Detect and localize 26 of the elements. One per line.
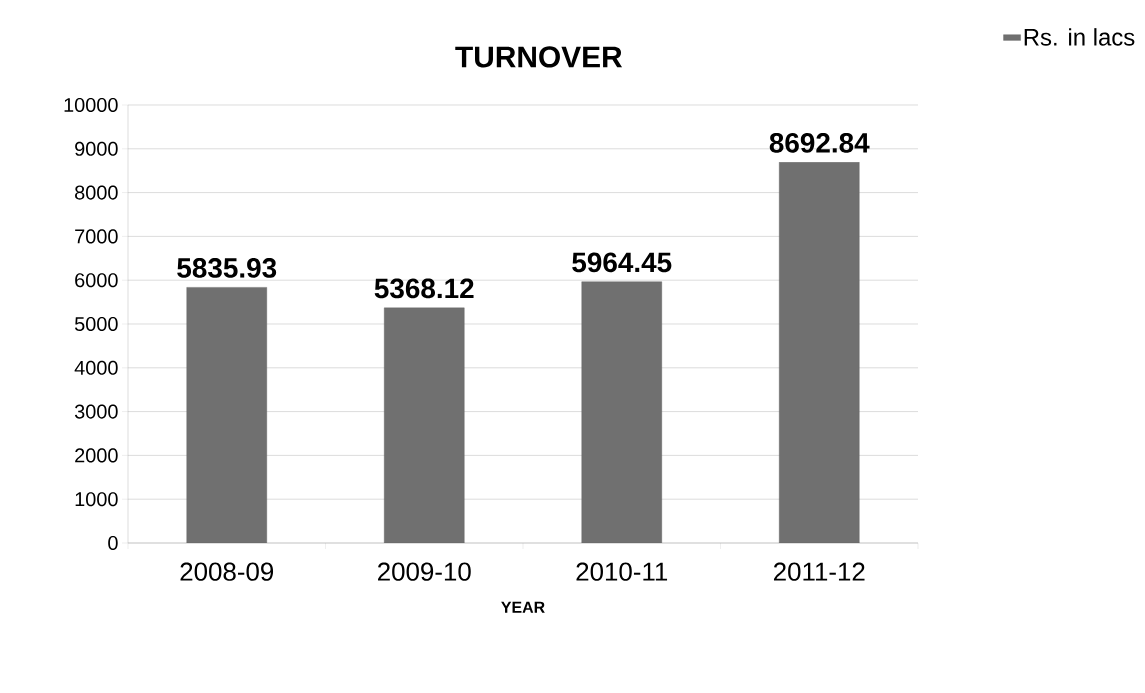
x-tick-label: 2011-12	[773, 562, 865, 581]
legend-label: Rs. in lacs	[1024, 28, 1135, 46]
y-tick-label: 3000	[74, 404, 118, 419]
data-label: 5835.93	[177, 258, 277, 278]
x-tick-label: 2008-09	[180, 562, 274, 581]
y-tick-label: 7000	[75, 229, 118, 244]
y-tick-label: 2000	[75, 448, 118, 463]
y-tick-label: 6000	[75, 273, 118, 288]
bar	[779, 162, 860, 543]
bar	[581, 281, 662, 543]
y-tick-label: 4000	[74, 360, 118, 375]
bar	[186, 287, 267, 543]
y-tick-label: 10000	[64, 97, 118, 113]
y-tick-label: 8000	[75, 185, 118, 200]
x-tick-label: 2009-10	[378, 562, 471, 581]
chart-title: TURNOVER	[455, 46, 623, 68]
data-label: 8692.84	[769, 132, 870, 153]
data-label: 5964.45	[572, 252, 672, 273]
x-axis-title: YEAR	[501, 601, 545, 613]
y-tick-label: 9000	[75, 141, 118, 156]
y-tick-label: 5000	[74, 316, 118, 332]
y-tick-label: 1000	[75, 492, 118, 507]
data-label: 5368.12	[374, 278, 474, 299]
x-tick-label: 2010-11	[576, 562, 668, 581]
y-tick-label: 0	[108, 535, 118, 551]
bar	[384, 307, 465, 543]
